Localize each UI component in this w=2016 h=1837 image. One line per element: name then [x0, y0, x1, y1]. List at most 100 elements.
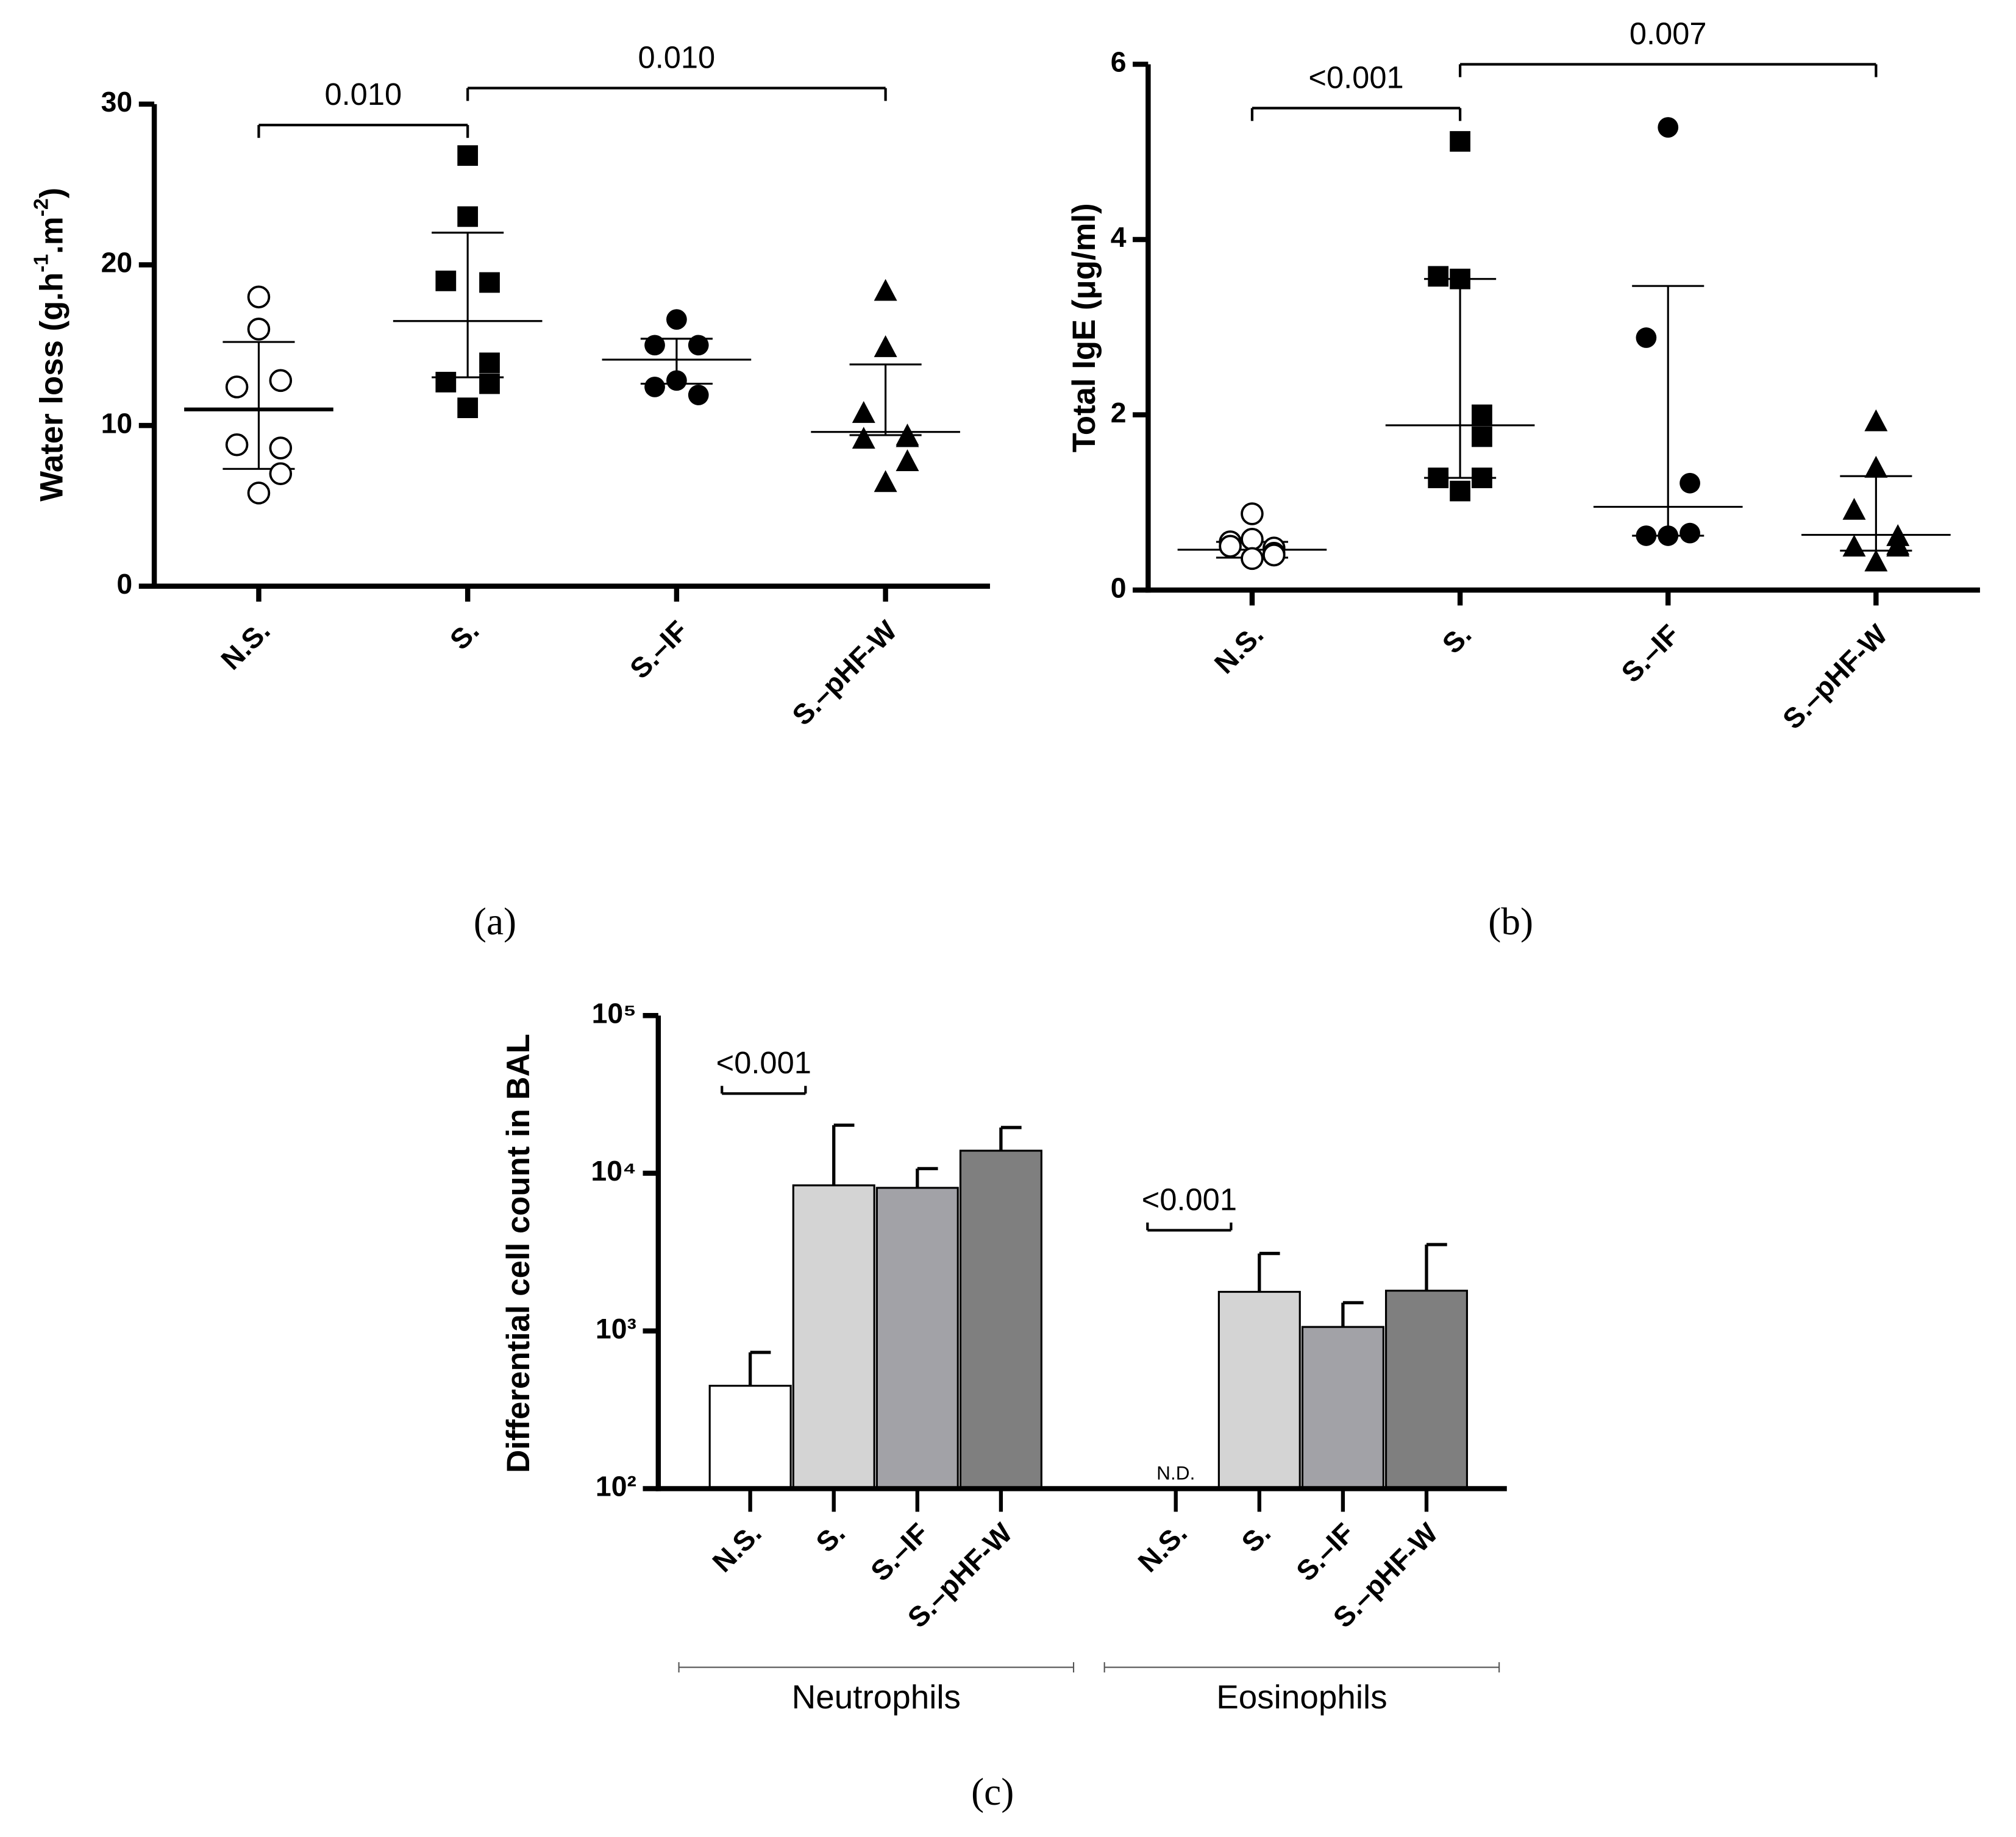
point	[1679, 472, 1700, 494]
point	[1241, 527, 1264, 551]
bar	[792, 1184, 875, 1490]
point	[435, 270, 457, 291]
point	[479, 272, 500, 293]
point	[852, 401, 875, 423]
annotation: 0.010	[324, 77, 402, 112]
x-tick-label: S.–IF	[1290, 1517, 1360, 1587]
point	[644, 335, 665, 356]
x-tick-label: S.–pHF-W	[1776, 618, 1893, 735]
y-tick-label: 10²	[596, 1471, 636, 1502]
point	[479, 352, 500, 374]
point	[852, 427, 875, 449]
y-tick-label: 20	[101, 247, 133, 279]
x-tick-label: S.	[1235, 1517, 1277, 1558]
point	[1263, 543, 1286, 567]
point	[247, 285, 271, 308]
y-axis-label-part: -2	[29, 198, 52, 216]
x-tick-label: S.–IF	[864, 1517, 935, 1587]
bar	[1217, 1290, 1301, 1490]
annotation: 0.007	[1630, 16, 1707, 51]
value-label: N.D.	[1156, 1462, 1195, 1484]
point	[269, 369, 293, 393]
point	[1428, 467, 1449, 488]
y-axis-label-part: Total IgE (μg/ml)	[1066, 203, 1102, 452]
x-tick-label: S.–IF	[624, 614, 694, 684]
panel-label: (a)	[474, 900, 516, 943]
x-tick-label: N.S.	[706, 1517, 768, 1579]
point	[1450, 480, 1470, 502]
y-axis-label-part: .m	[34, 216, 70, 254]
point	[457, 206, 479, 227]
panel-label: (c)	[971, 1771, 1014, 1813]
y-tick-label: 0	[1111, 572, 1127, 603]
y-tick-label: 10⁴	[591, 1155, 636, 1187]
point	[1472, 404, 1492, 425]
point	[1428, 266, 1449, 287]
y-tick-label: 6	[1111, 46, 1127, 78]
point	[666, 370, 687, 391]
point	[896, 449, 919, 472]
y-tick-label: 0	[116, 568, 132, 600]
point	[874, 470, 897, 492]
point	[225, 433, 249, 457]
point	[1842, 535, 1866, 557]
x-tick-label: S.	[1436, 619, 1478, 660]
point	[874, 279, 897, 301]
y-axis-label-part: Differential cell count in BAL	[500, 1034, 536, 1473]
x-tick-label: N.S.	[1208, 619, 1270, 680]
bar	[959, 1149, 1042, 1490]
point	[1219, 535, 1242, 558]
point	[1886, 535, 1910, 557]
point	[896, 425, 919, 447]
point	[666, 309, 687, 330]
point	[1241, 502, 1264, 525]
y-tick-label: 10	[101, 407, 133, 439]
panel-label: (b)	[1488, 900, 1533, 943]
y-tick-label: 30	[101, 86, 133, 118]
group-label: Neutrophils	[792, 1678, 961, 1716]
point	[688, 385, 709, 405]
point	[247, 318, 271, 341]
point	[1472, 467, 1492, 488]
point	[1636, 525, 1657, 546]
y-axis-label-part: )	[34, 188, 70, 199]
point	[1636, 327, 1657, 348]
x-tick-label: S.–pHF-W	[786, 614, 903, 731]
y-tick-label: 10³	[596, 1313, 636, 1345]
point	[1658, 525, 1679, 546]
point	[1472, 426, 1492, 447]
y-tick-label: 4	[1111, 221, 1127, 253]
annotation: 0.010	[638, 40, 716, 74]
point	[479, 373, 500, 394]
bar	[875, 1187, 959, 1490]
y-axis-label: Total IgE (μg/ml)	[1066, 203, 1102, 452]
point	[874, 335, 897, 357]
point	[269, 462, 293, 485]
annotation: <0.001	[1142, 1182, 1237, 1217]
point	[1842, 497, 1866, 520]
y-axis-label-part: Water loss (g.h	[34, 272, 70, 502]
point	[1241, 547, 1264, 570]
point	[457, 397, 479, 419]
bar	[1301, 1326, 1384, 1490]
point	[1658, 117, 1679, 138]
x-tick-label: S.–IF	[1615, 619, 1685, 689]
y-tick-label: 2	[1111, 397, 1127, 428]
annotation: <0.001	[716, 1045, 811, 1080]
x-tick-label: S.	[444, 614, 485, 656]
y-axis-label: Water loss (g.h-1.m-2)	[29, 188, 69, 502]
group-label: Eosinophils	[1216, 1678, 1387, 1716]
point	[1864, 455, 1888, 478]
point	[269, 436, 293, 460]
y-axis-label: Differential cell count in BAL	[500, 1034, 536, 1473]
point	[435, 372, 457, 393]
point	[1679, 522, 1700, 544]
x-tick-label: S.	[810, 1517, 851, 1558]
bar	[1384, 1290, 1469, 1490]
point	[1864, 409, 1888, 432]
point	[225, 375, 249, 399]
annotation: <0.001	[1308, 60, 1403, 94]
point	[644, 376, 665, 397]
x-tick-label: N.S.	[1132, 1517, 1194, 1579]
